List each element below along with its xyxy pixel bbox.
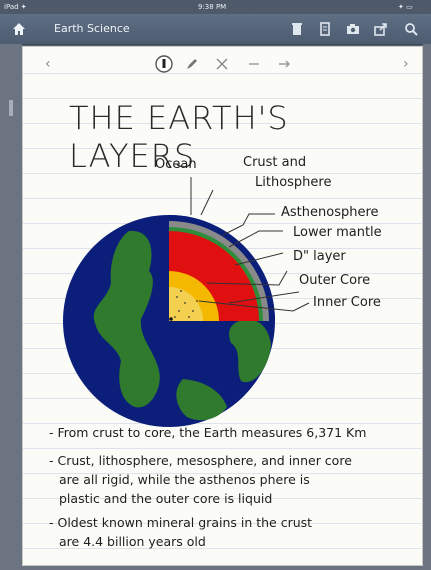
drag-handle[interactable] xyxy=(9,100,13,116)
continent-south xyxy=(176,379,227,421)
nav-bar: Earth Science xyxy=(0,14,431,45)
status-battery: ✦ ▭ xyxy=(398,3,413,11)
pen-tool-icon[interactable] xyxy=(155,55,173,73)
notebook-title: Earth Science xyxy=(54,22,130,35)
pages-icon[interactable] xyxy=(318,22,332,36)
continent-east xyxy=(229,319,271,383)
label-crust-1: Crust and xyxy=(243,155,307,170)
label-asthenosphere: Asthenosphere xyxy=(281,205,379,220)
label-inner-core: Inner Core xyxy=(313,295,381,310)
note-page[interactable]: ‹ › THE EARTH'S LAYERS xyxy=(22,46,423,566)
pencil-icon[interactable] xyxy=(183,55,201,73)
prev-page-icon[interactable]: ‹ xyxy=(45,56,51,72)
earth-diagram xyxy=(63,215,275,427)
camera-icon[interactable] xyxy=(346,22,360,36)
inner-core-layer xyxy=(169,287,203,321)
share-icon[interactable] xyxy=(374,22,388,36)
label-crust-2: Lithosphere xyxy=(255,175,332,190)
search-icon[interactable] xyxy=(404,22,418,36)
home-icon[interactable] xyxy=(12,22,26,36)
bottom-bar xyxy=(22,566,423,570)
continent-west xyxy=(93,230,160,408)
note-bullet: - Crust, lithosphere, mesosphere, and in… xyxy=(49,453,352,506)
label-ocean: Ocean xyxy=(155,157,197,172)
page-toolbar: ‹ › xyxy=(23,47,422,81)
label-d-layer: D" layer xyxy=(293,249,346,264)
next-page-icon[interactable]: › xyxy=(403,56,409,72)
page-title: THE EARTH'S LAYERS xyxy=(69,99,289,175)
status-time: 9:38 PM xyxy=(198,3,227,11)
status-carrier: iPad ✦ xyxy=(4,3,27,11)
trash-icon[interactable] xyxy=(290,22,304,36)
redo-icon[interactable] xyxy=(275,55,293,73)
scissors-icon[interactable] xyxy=(213,55,231,73)
note-bullet: - Oldest known mineral grains in the cru… xyxy=(49,515,313,549)
left-rail xyxy=(0,44,22,570)
note-bullet: - From crust to core, the Earth measures… xyxy=(49,425,367,440)
status-bar: iPad ✦ 9:38 PM ✦ ▭ xyxy=(0,0,431,14)
undo-icon[interactable] xyxy=(245,55,263,73)
leader-lines xyxy=(190,177,310,312)
right-edge xyxy=(423,44,431,570)
label-lower-mantle: Lower mantle xyxy=(293,225,382,240)
label-outer-core: Outer Core xyxy=(299,273,371,288)
